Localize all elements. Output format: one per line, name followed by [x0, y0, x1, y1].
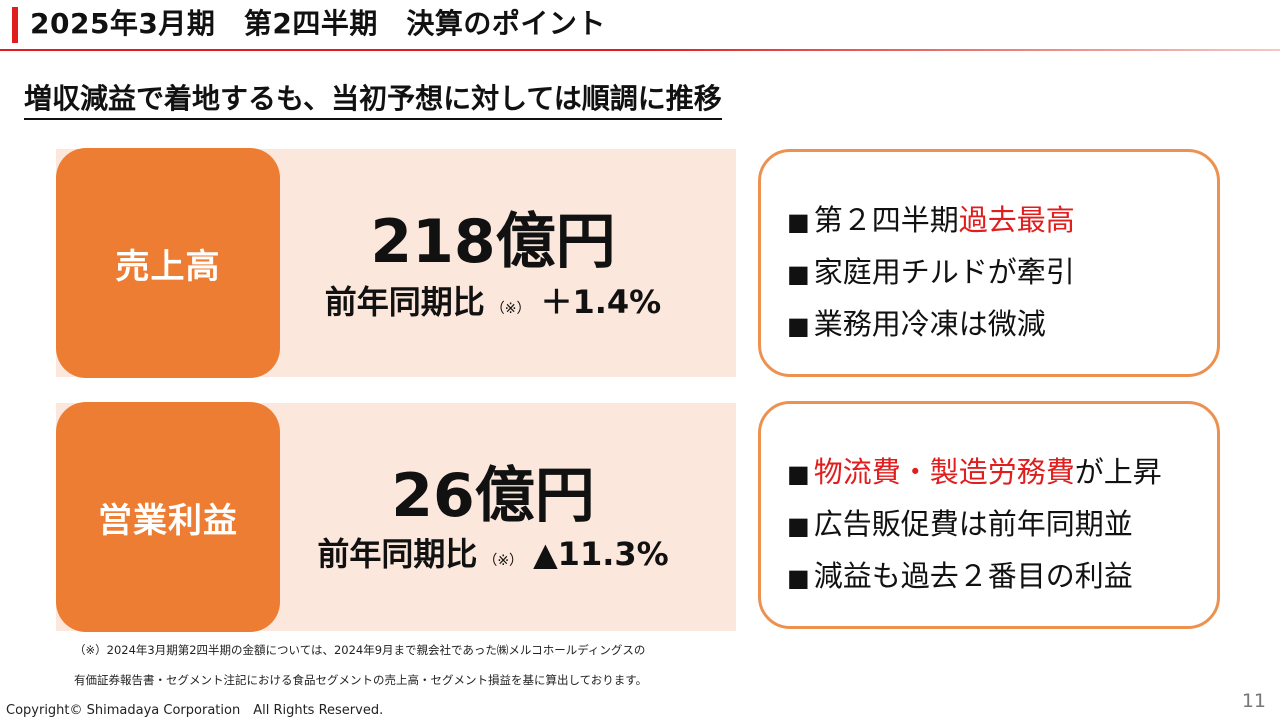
- page-subtitle: 増収減益で着地するも、当初予想に対しては順調に推移: [24, 80, 722, 120]
- sales-value: 218億円: [370, 207, 616, 277]
- operating-profit-yoy-label: 前年同期比: [317, 535, 478, 573]
- sales-points-list: ■ 第２四半期過去最高 ■ 家庭用チルドが牽引 ■ 業務用冷凍は微減: [787, 194, 1075, 350]
- sales-note-mark: （※）: [490, 301, 531, 317]
- square-bullet-icon: ■: [787, 260, 810, 288]
- list-item: ■ 第２四半期過去最高: [787, 194, 1075, 246]
- operating-profit-note-mark: （※）: [483, 553, 524, 569]
- square-bullet-icon: ■: [787, 564, 810, 592]
- square-bullet-icon: ■: [787, 312, 810, 340]
- list-item: ■ 減益も過去２番目の利益: [787, 550, 1162, 602]
- point-text: 第２四半期: [813, 203, 959, 237]
- operating-profit-yoy-value: ▲11.3%: [533, 535, 669, 573]
- point-text: 業務用冷凍は微減: [813, 307, 1046, 341]
- title-accent-bar: [12, 7, 18, 43]
- page-number: 11: [1241, 690, 1266, 712]
- page-title: 2025年3月期 第2四半期 決算のポイント: [30, 7, 606, 40]
- list-item: ■ 広告販促費は前年同期並: [787, 498, 1162, 550]
- operating-profit-points-box: ■ 物流費・製造労務費が上昇 ■ 広告販促費は前年同期並 ■ 減益も過去２番目の利益: [758, 401, 1220, 629]
- operating-profit-label: 営業利益: [56, 402, 280, 632]
- point-text: 家庭用チルドが牽引: [813, 255, 1075, 289]
- operating-profit-points-list: ■ 物流費・製造労務費が上昇 ■ 広告販促費は前年同期並 ■ 減益も過去２番目の利益: [787, 446, 1162, 602]
- square-bullet-icon: ■: [787, 208, 810, 236]
- sales-yoy-label: 前年同期比: [324, 283, 485, 321]
- list-item: ■ 家庭用チルドが牽引: [787, 246, 1075, 298]
- list-item: ■ 物流費・製造労務費が上昇: [787, 446, 1162, 498]
- sales-yoy-line: 前年同期比 （※） ＋1.4%: [280, 282, 706, 329]
- sales-points-box: ■ 第２四半期過去最高 ■ 家庭用チルドが牽引 ■ 業務用冷凍は微減: [758, 149, 1220, 377]
- point-text: 広告販促費は前年同期並: [813, 507, 1133, 541]
- square-bullet-icon: ■: [787, 460, 810, 488]
- title-divider: [0, 49, 1280, 51]
- sales-yoy-value: ＋1.4%: [540, 283, 662, 321]
- copyright-notice: Copyright© Shimadaya Corporation All Rig…: [6, 703, 384, 718]
- point-highlight: 物流費・製造労務費: [813, 455, 1075, 489]
- list-item: ■ 業務用冷凍は微減: [787, 298, 1075, 350]
- point-highlight: 過去最高: [958, 203, 1075, 237]
- operating-profit-yoy-line: 前年同期比 （※） ▲11.3%: [280, 534, 706, 581]
- square-bullet-icon: ■: [787, 512, 810, 540]
- operating-profit-value: 26億円: [391, 461, 595, 531]
- point-text: が上昇: [1074, 455, 1162, 489]
- point-text: 減益も過去２番目の利益: [813, 559, 1133, 593]
- footnote-line-1: （※）2024年3月期第2四半期の金額については、2024年9月まで親会社であっ…: [74, 643, 646, 657]
- footnote-line-2: 有価証券報告書・セグメント注記における食品セグメントの売上高・セグメント損益を基…: [74, 673, 648, 687]
- sales-label: 売上高: [56, 148, 280, 378]
